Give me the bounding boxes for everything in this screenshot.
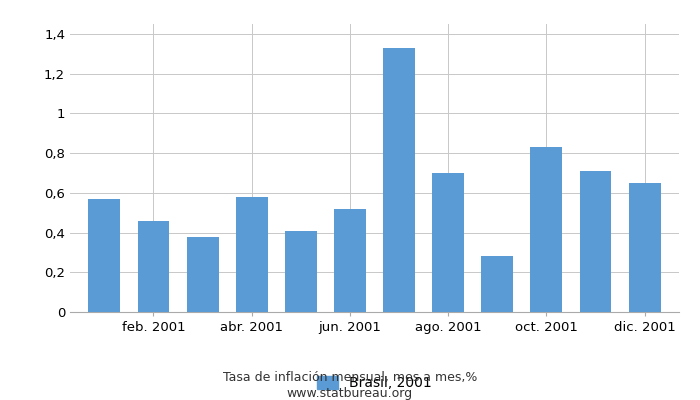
- Bar: [482, 256, 513, 312]
- Bar: [432, 173, 464, 312]
- Bar: [187, 236, 218, 312]
- Bar: [383, 48, 415, 312]
- Bar: [88, 199, 120, 312]
- Bar: [334, 209, 366, 312]
- Legend: Brasil, 2001: Brasil, 2001: [312, 371, 438, 396]
- Bar: [236, 197, 267, 312]
- Bar: [285, 230, 317, 312]
- Bar: [629, 183, 661, 312]
- Bar: [137, 221, 169, 312]
- Text: Tasa de inflación mensual, mes a mes,%: Tasa de inflación mensual, mes a mes,%: [223, 372, 477, 384]
- Text: www.statbureau.org: www.statbureau.org: [287, 388, 413, 400]
- Bar: [531, 147, 562, 312]
- Bar: [580, 171, 612, 312]
